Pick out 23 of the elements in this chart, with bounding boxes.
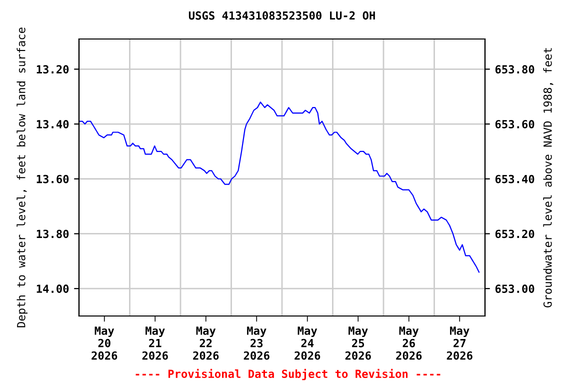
text: ---- Provisional Data Subject to Revision ---- <box>136 368 440 380</box>
y2-tick-label: 653.60 <box>495 120 534 128</box>
x-tick-label: May 25 2026 <box>345 326 371 360</box>
x-tick-label: May 24 2026 <box>294 326 320 360</box>
x-tick-label: May 20 2026 <box>92 326 118 360</box>
y2-axis-title: Groundwater level above NAVD 1988, feet <box>543 48 554 308</box>
y-tick-label: 13.60 <box>36 174 69 184</box>
x-tick-label: May 23 2026 <box>244 326 270 360</box>
line-series <box>79 102 480 273</box>
x-tick-label: May 27 2026 <box>446 326 472 360</box>
y-tick-label: 13.20 <box>36 65 69 74</box>
y-tick-label: 14.00 <box>36 284 69 293</box>
y2-tick-label: 653.20 <box>495 230 534 238</box>
x-tick-label: May 21 2026 <box>142 326 168 360</box>
y2-tick-label: 653.00 <box>495 284 534 293</box>
y-tick-label: 13.40 <box>36 120 69 128</box>
y-axis-title: Depth to water level, feet below land surface <box>16 28 28 328</box>
y2-tick-label: 653.40 <box>495 174 534 184</box>
y-tick-label: 13.80 <box>36 230 69 238</box>
x-tick-label: May 26 2026 <box>396 326 422 360</box>
x-tick-label: May 22 2026 <box>193 326 219 360</box>
chart-title: USGS 413431083523500 LU-2 OH <box>188 11 375 20</box>
y2-tick-label: 653.80 <box>495 65 534 74</box>
